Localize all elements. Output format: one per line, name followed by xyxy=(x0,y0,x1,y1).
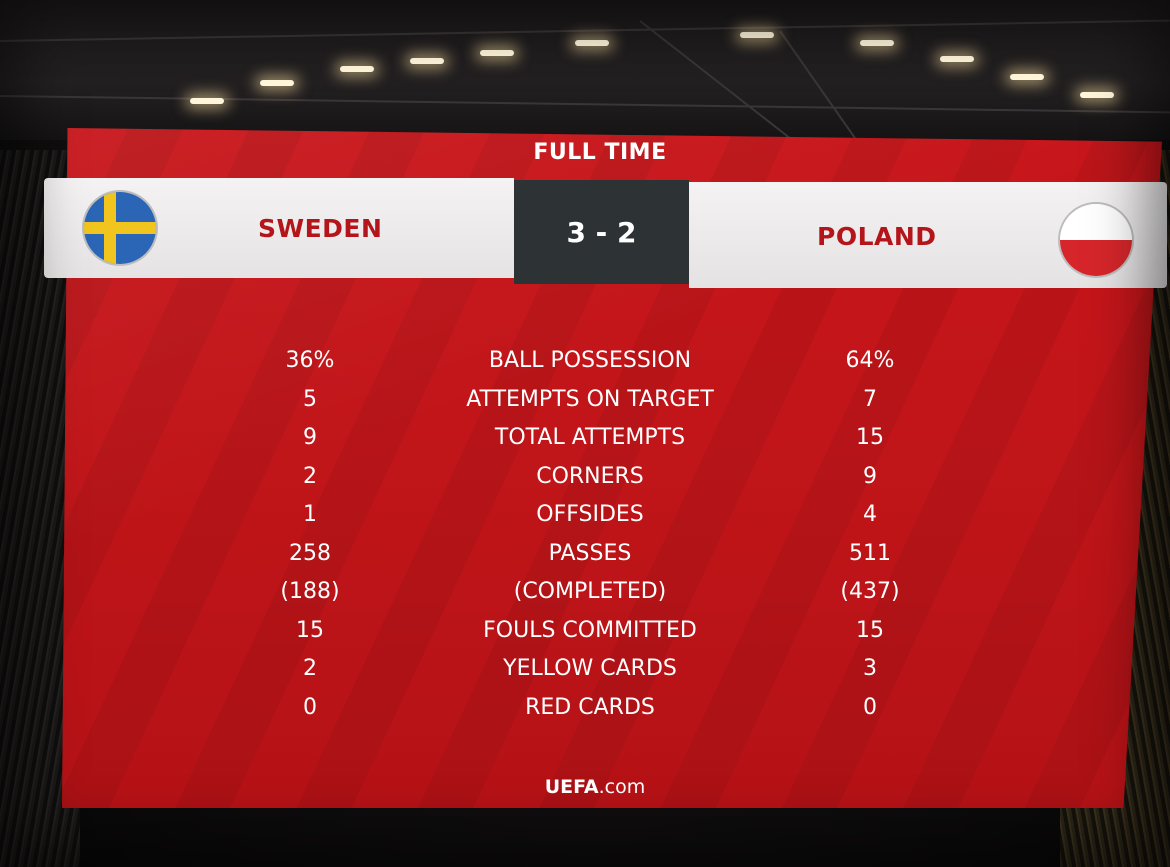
stadium-light xyxy=(1080,92,1114,98)
home-value: (188) xyxy=(280,579,340,604)
home-value: 0 xyxy=(303,694,317,720)
home-value: 2 xyxy=(303,656,317,681)
home-value: 258 xyxy=(289,540,331,566)
poland-flag-icon xyxy=(1060,204,1132,276)
score-bar: SWEDEN 3 - 2 POLAND xyxy=(44,178,1169,288)
away-value: 4 xyxy=(863,502,877,527)
stats-table: 36% BALL POSSESSION 64% 5 ATTEMPTS ON TA… xyxy=(200,342,980,727)
home-value: 15 xyxy=(296,617,324,643)
score-panel xyxy=(514,180,689,284)
sweden-flag-icon xyxy=(84,192,156,264)
stat-label: OFFSIDES xyxy=(536,502,644,527)
home-value: 2 xyxy=(303,463,317,489)
away-value: 3 xyxy=(863,656,877,681)
stat-label: FOULS COMMITTED xyxy=(483,617,697,643)
home-value: 36% xyxy=(285,348,335,373)
away-value: 7 xyxy=(863,386,877,412)
away-team-name: POLAND xyxy=(817,222,937,251)
final-score: 3 - 2 xyxy=(566,216,637,249)
away-value: 0 xyxy=(863,694,877,720)
stat-row: (188) (COMPLETED) (437) xyxy=(200,573,980,612)
stadium-roof xyxy=(0,0,1170,212)
away-value: 15 xyxy=(856,617,884,643)
stat-row: 0 RED CARDS 0 xyxy=(200,689,980,728)
stat-row: 9 TOTAL ATTEMPTS 15 xyxy=(200,419,980,458)
away-value: 64% xyxy=(845,348,895,373)
stadium-light xyxy=(410,58,444,64)
roof-truss xyxy=(0,95,1170,114)
stat-label: (COMPLETED) xyxy=(513,579,667,604)
stat-row: 2 YELLOW CARDS 3 xyxy=(200,650,980,689)
stat-row: 258 PASSES 511 xyxy=(200,535,980,574)
stat-row: 5 ATTEMPTS ON TARGET 7 xyxy=(200,381,980,420)
stat-label: BALL POSSESSION xyxy=(488,348,692,373)
stat-row: 1 OFFSIDES 4 xyxy=(200,496,980,535)
stat-label: RED CARDS xyxy=(525,694,655,720)
stadium-light xyxy=(575,40,609,46)
footer-suffix: .com xyxy=(598,776,646,798)
stadium-light xyxy=(740,32,774,38)
stadium-light xyxy=(1010,74,1044,80)
away-value: 511 xyxy=(849,540,891,566)
away-value: 9 xyxy=(863,463,877,489)
home-value: 5 xyxy=(303,386,317,412)
roof-truss xyxy=(0,19,1170,42)
stadium-light xyxy=(190,98,224,104)
stat-label: ATTEMPTS ON TARGET xyxy=(466,386,714,412)
stat-label: PASSES xyxy=(548,540,632,566)
home-value: 9 xyxy=(303,425,317,450)
uefa-logo: UEFA.com xyxy=(500,776,690,798)
stadium-light xyxy=(860,40,894,46)
stat-label: YELLOW CARDS xyxy=(503,656,677,681)
stadium-light xyxy=(260,80,294,86)
stadium-light xyxy=(340,66,374,72)
away-value: (437) xyxy=(840,579,900,604)
away-value: 15 xyxy=(856,425,884,450)
home-value: 1 xyxy=(303,502,317,527)
home-team-name: SWEDEN xyxy=(258,214,383,243)
stadium-light xyxy=(940,56,974,62)
stat-label: CORNERS xyxy=(536,463,644,489)
footer-brand: UEFA xyxy=(544,776,599,798)
stat-row: 36% BALL POSSESSION 64% xyxy=(200,342,980,381)
stat-row: 2 CORNERS 9 xyxy=(200,458,980,497)
match-status: FULL TIME xyxy=(533,140,667,165)
stat-label: TOTAL ATTEMPTS xyxy=(494,425,686,450)
stat-row: 15 FOULS COMMITTED 15 xyxy=(200,612,980,651)
stadium-light xyxy=(480,50,514,56)
